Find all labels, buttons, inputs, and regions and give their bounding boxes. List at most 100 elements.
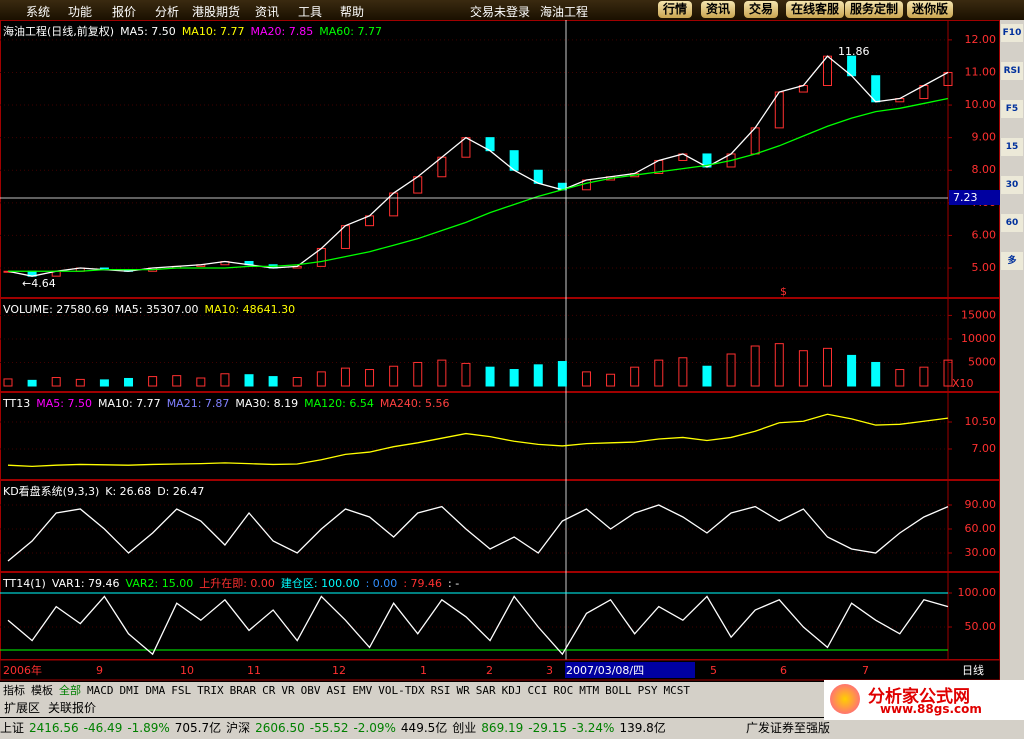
top-button[interactable]: 行情 — [658, 1, 693, 18]
chart-area: 5.00 6.00 7.00 8.00 9.00 10.00 11.00 12.00 海油工程(… — [0, 20, 1000, 681]
legend-item: VOLUME: 27580.69 — [3, 303, 109, 316]
legend-item: MA30: 8.19 — [235, 397, 298, 410]
y-tick-label: 10.00 — [965, 98, 997, 111]
indicator-tab[interactable]: MCST — [663, 684, 690, 697]
y-tick-label: 10.50 — [965, 415, 997, 428]
y-tick-label: 5000 — [968, 355, 996, 368]
indicator-tab[interactable]: 全部 — [59, 684, 81, 697]
volume-bar — [99, 379, 109, 387]
bottom-tab[interactable]: 关联报价 — [48, 701, 97, 715]
top-button[interactable]: 在线客服 — [786, 1, 845, 18]
indicator-tab[interactable]: CCI — [527, 684, 548, 697]
indicator-tab[interactable]: ASI — [326, 684, 347, 697]
legend-item: MA5: 35307.00 — [115, 303, 199, 316]
y-tick-label: 6.00 — [972, 228, 997, 241]
legend-item: MA5: 7.50 — [36, 397, 92, 410]
volume-bar — [847, 354, 857, 387]
indicator-tab[interactable]: VOL-TDX — [378, 684, 425, 697]
indicator-tab[interactable]: RSI — [430, 684, 451, 697]
side-toolbar: F10 RSI F5 15 30 60 多 — [1000, 20, 1024, 682]
tool-button[interactable]: 15 — [1001, 138, 1023, 156]
volume-bar — [389, 365, 399, 387]
y-tick-label: 11.00 — [965, 65, 997, 78]
indicator-tab[interactable]: TRIX — [197, 684, 224, 697]
menu-item[interactable]: 资讯 — [255, 5, 280, 19]
menu-item[interactable]: 帮助 — [340, 5, 365, 19]
indicator-tab[interactable]: BRAR — [229, 684, 257, 697]
y-tick-label: 10000 — [961, 332, 996, 345]
indicator-tab[interactable]: WR — [456, 684, 470, 697]
logo: 分析家公式网 www.88gs.com — [824, 680, 1024, 720]
volume-bar — [27, 379, 37, 387]
indicator-tab[interactable]: DMA — [145, 684, 166, 697]
quote-item: 705.7亿 — [174, 721, 222, 735]
date-label: 5 — [710, 664, 717, 677]
indicator-tab[interactable]: BOLL — [605, 684, 632, 697]
panel-frame — [0, 480, 1000, 572]
top-button[interactable]: 服务定制 — [845, 1, 904, 18]
tool-button[interactable]: 多 — [1001, 252, 1023, 270]
indicator-tab[interactable]: 模板 — [31, 684, 53, 697]
volume-bar — [244, 374, 254, 387]
legend-item: TT13 — [2, 397, 30, 410]
legend-item: VAR2: 15.00 — [126, 577, 194, 590]
top-button[interactable]: 交易 — [744, 1, 779, 18]
menu-item[interactable]: 报价 — [112, 5, 137, 19]
tool-button[interactable]: F10 — [1001, 24, 1023, 42]
legend-item: MA120: 6.54 — [304, 397, 374, 410]
menu-item[interactable]: 分析 — [155, 5, 180, 19]
tool-button[interactable]: 60 — [1001, 214, 1023, 232]
volume-bar — [774, 343, 784, 387]
indicator-tab[interactable]: MACD — [87, 684, 114, 697]
indicator-tabs: 指标 模板 全部 MACD DMI DMA FSL TRIX BRAR CR VR OBV ASI EMV… — [0, 682, 1000, 699]
date-label: 9 — [96, 664, 103, 677]
tool-button[interactable]: RSI — [1001, 62, 1023, 80]
legend-item: K: 26.68 — [105, 485, 151, 498]
legend-item: D: 26.47 — [157, 485, 204, 498]
status-bar: 上证 2416.56 -46.49 -1.89% 705.7亿 沪深 2606.50 -55.… — [0, 718, 1024, 739]
tt13-line — [7, 413, 949, 467]
menu-item[interactable]: 功能 — [68, 5, 93, 19]
indicator-tab[interactable]: EMV — [352, 684, 373, 697]
login-status: 交易未登录 — [470, 5, 531, 19]
legend-item: MA10: 7.77 — [98, 397, 161, 410]
bottom-tab[interactable]: 扩展区 — [4, 701, 41, 715]
high-label: 11.86 — [838, 45, 870, 58]
indicator-tab[interactable]: VR — [281, 684, 295, 697]
top-button[interactable]: 迷你版 — [907, 1, 954, 18]
y-tick-label: 12.00 — [965, 33, 997, 46]
volume-bar — [726, 353, 736, 387]
tool-button[interactable]: 30 — [1001, 176, 1023, 194]
menu-item[interactable]: 系统 — [26, 5, 51, 19]
indicator-tab[interactable]: PSY — [637, 684, 658, 697]
y-tick-label: 90.00 — [965, 498, 997, 511]
volume-bar — [3, 378, 13, 387]
quotes: 上证 2416.56 -46.49 -1.89% 705.7亿 沪深 2606.50 -55.… — [0, 718, 671, 739]
quote-item: 沪深 — [226, 721, 251, 735]
indicator-tab[interactable]: ROC — [553, 684, 574, 697]
date-axis-bg — [0, 659, 1000, 681]
volume-bar — [316, 371, 326, 387]
indicator-tab[interactable]: CR — [262, 684, 276, 697]
indicator-tab[interactable]: SAR — [475, 684, 496, 697]
date-label: 3 — [546, 664, 553, 677]
menu-item[interactable]: 工具 — [298, 5, 323, 19]
quote-item: 139.8亿 — [619, 721, 666, 735]
legend-item: MA20: 7.85 — [251, 25, 314, 38]
indicator-tab[interactable]: 指标 — [3, 684, 25, 697]
top-button[interactable]: 资讯 — [701, 1, 736, 18]
tool-button[interactable]: F5 — [1001, 100, 1023, 118]
menu-item[interactable]: 港股期货 — [192, 5, 241, 19]
indicator-tab[interactable]: MTM — [579, 684, 600, 697]
legend-item: MA5: 7.50 — [120, 25, 176, 38]
quote-item: 上证 — [0, 721, 25, 735]
date-label: 10 — [180, 664, 194, 677]
legend-item: MA10: 7.77 — [182, 25, 245, 38]
indicator-tab[interactable]: FSL — [171, 684, 192, 697]
indicator-tab[interactable]: OBV — [300, 684, 321, 697]
indicator-tab[interactable]: KDJ — [501, 684, 522, 697]
quote-item: -2.09% — [353, 721, 396, 735]
date-label: 6 — [780, 664, 787, 677]
indicator-tab[interactable]: DMI — [119, 684, 140, 697]
volume-bar — [654, 359, 664, 387]
